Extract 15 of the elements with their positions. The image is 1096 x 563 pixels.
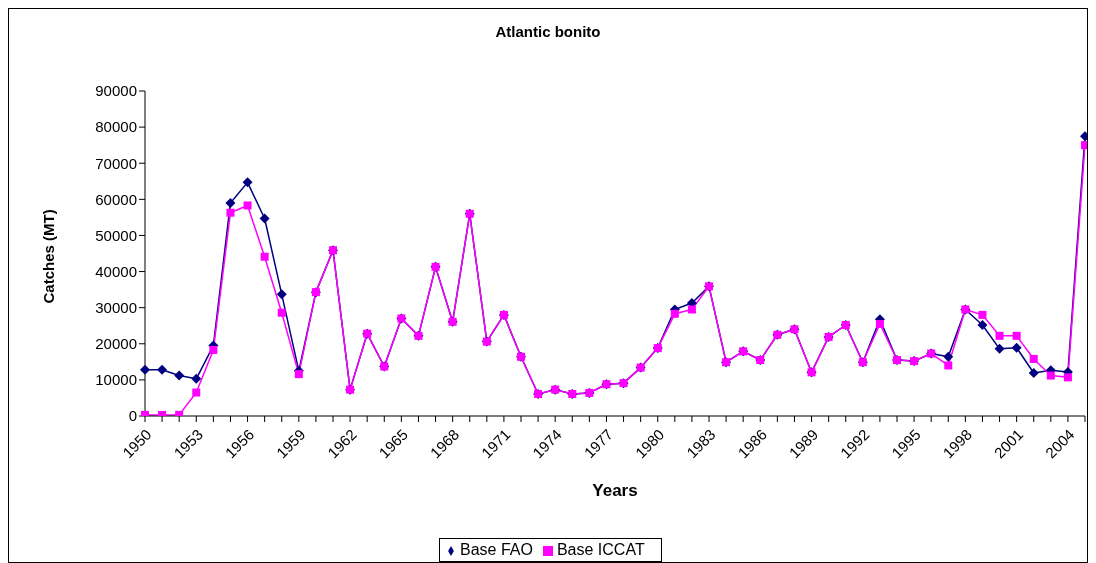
chart-title: Atlantic bonito bbox=[494, 23, 602, 40]
y-tick-label: 40000 bbox=[95, 262, 137, 280]
y-tick-label: 60000 bbox=[95, 190, 137, 208]
y-tick-label: 20000 bbox=[95, 335, 137, 353]
x-axis-title: Years bbox=[592, 481, 638, 500]
y-tick-label: 50000 bbox=[95, 226, 137, 244]
y-tick-label: 80000 bbox=[95, 118, 137, 136]
y-tick-label: 90000 bbox=[95, 82, 137, 100]
y-tick-label: 30000 bbox=[95, 298, 137, 316]
y-tick-label: 0 bbox=[128, 407, 137, 425]
y-tick-label: 70000 bbox=[95, 154, 137, 172]
legend-label: Base FAO bbox=[460, 541, 533, 558]
y-tick-label: 10000 bbox=[95, 371, 137, 389]
legend-label: Base ICCAT bbox=[556, 541, 645, 558]
y-axis-title: Catches (MT) bbox=[40, 209, 58, 304]
